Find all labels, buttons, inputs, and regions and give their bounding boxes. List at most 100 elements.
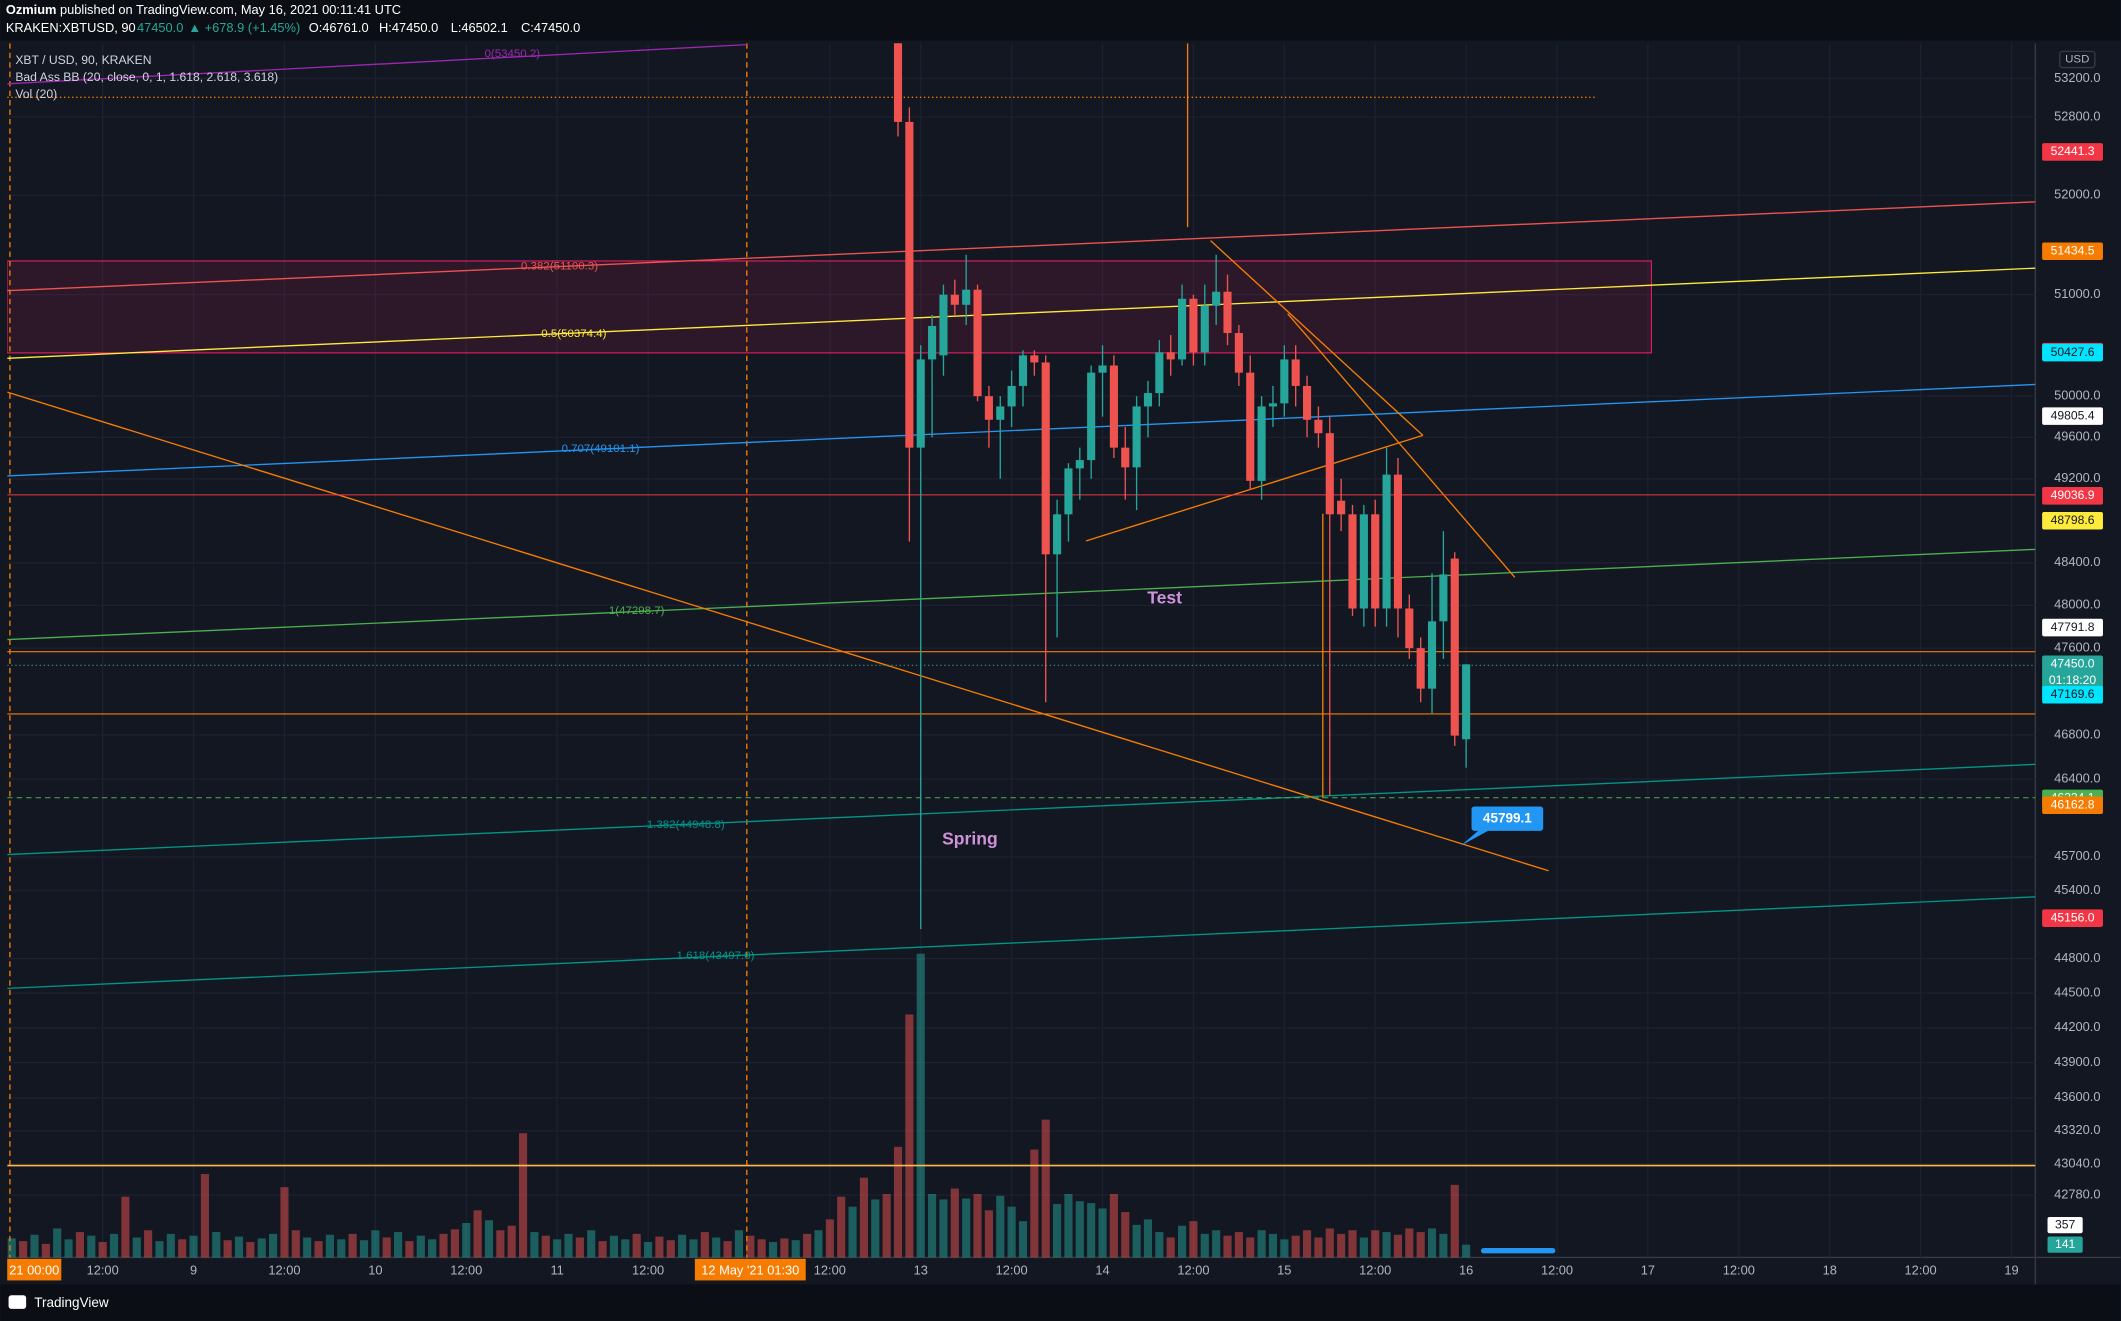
fib-label: 1(47298.7) xyxy=(609,605,665,617)
candle-body xyxy=(1462,664,1471,740)
time-badge xyxy=(7,1258,62,1281)
volume-bar xyxy=(746,1235,755,1258)
volume-bar xyxy=(291,1230,300,1258)
volume-bar xyxy=(916,953,925,1258)
candle-body xyxy=(1098,365,1107,373)
published: published on TradingView.com, May 16, 20… xyxy=(60,2,401,17)
ohlc-low: L:46502.1 xyxy=(451,20,508,35)
candle-body xyxy=(1291,359,1300,386)
x-tick-label: 13 xyxy=(914,1262,928,1277)
candle-body xyxy=(1450,558,1459,736)
candle-body xyxy=(1280,359,1289,404)
price-badge-label: 45156.0 xyxy=(2051,910,2095,924)
volume-bar xyxy=(666,1240,675,1258)
volume-bar xyxy=(484,1220,494,1258)
volume-bar xyxy=(1200,1233,1209,1258)
volume-bar xyxy=(1053,1203,1062,1258)
volume-bar xyxy=(712,1237,721,1258)
price-badge xyxy=(2042,143,2103,161)
candle-body xyxy=(1087,372,1096,461)
volume-bar xyxy=(837,1196,846,1258)
volume-bar xyxy=(1121,1212,1130,1258)
symbol: KRAKEN:XBTUSD, 90 xyxy=(6,20,136,35)
author: Ozmium xyxy=(6,2,57,17)
fib-line xyxy=(7,267,2036,359)
zone xyxy=(7,260,1652,354)
volume-bar xyxy=(314,1241,323,1258)
price-badge xyxy=(2042,511,2103,530)
x-tick-label: 16 xyxy=(1459,1262,1473,1277)
last-price: 47450.0 xyxy=(137,20,183,35)
volume-bar xyxy=(462,1222,471,1258)
volume-bar xyxy=(1109,1193,1118,1258)
price-badge-label: 49036.9 xyxy=(2051,488,2095,502)
candle-body xyxy=(1393,474,1403,609)
candle-body xyxy=(905,121,914,448)
price-badge xyxy=(2042,796,2103,814)
x-tick-label: 12:00 xyxy=(87,1262,119,1277)
volume-bar xyxy=(950,1188,959,1258)
volume-bar xyxy=(1030,1149,1039,1258)
volume-bar xyxy=(1439,1233,1448,1258)
y-tick-label: 48000.0 xyxy=(2054,597,2100,612)
candle-body xyxy=(1041,362,1050,555)
volume-bar xyxy=(1155,1232,1164,1258)
volume-bar xyxy=(1075,1201,1084,1258)
price-badge-label: 48798.6 xyxy=(2051,513,2095,527)
candle-body xyxy=(1200,305,1209,353)
candles xyxy=(893,43,1471,930)
volume-bar xyxy=(507,1225,516,1258)
price-badge xyxy=(2042,407,2103,425)
volume-bar xyxy=(643,1242,653,1258)
volume-bar xyxy=(405,1241,414,1258)
time-badge-label: 12 May '21 01:30 xyxy=(701,1262,799,1277)
volume-bar xyxy=(1280,1239,1289,1258)
volume-pane xyxy=(7,953,1471,1258)
volume-bar xyxy=(553,1239,562,1258)
trend-line xyxy=(1287,313,1516,578)
y-tick-label: 44200.0 xyxy=(2054,1019,2100,1034)
candle-body xyxy=(1121,447,1130,468)
y-tick-label: 53200.0 xyxy=(2054,70,2100,85)
volume-bar xyxy=(871,1199,880,1258)
volume-bar xyxy=(1098,1208,1107,1258)
volume-bar xyxy=(1325,1228,1334,1258)
volume-bar xyxy=(1007,1206,1016,1258)
x-tick-label: 14 xyxy=(1095,1262,1109,1277)
candle-body xyxy=(1359,514,1368,609)
time-badge-label: 21 00:00 xyxy=(9,1262,59,1277)
y-tick-label: 46400.0 xyxy=(2054,770,2100,785)
x-tick-label: 12:00 xyxy=(814,1262,846,1277)
candle-body xyxy=(1257,406,1266,481)
candle-body xyxy=(1064,468,1073,515)
volume-badge-label: 357 xyxy=(2055,1217,2076,1231)
volume-bar xyxy=(621,1239,630,1258)
volume-bar xyxy=(1302,1230,1312,1258)
volume-bar xyxy=(519,1133,528,1258)
volume-bar xyxy=(780,1238,789,1258)
candle-body xyxy=(1234,333,1243,373)
fib-label: 0.5(50374.4) xyxy=(541,328,606,340)
time-badge xyxy=(694,1258,806,1281)
fib-label: 1.382(44948.8) xyxy=(647,819,725,831)
volume-bar xyxy=(768,1242,778,1258)
volume-bar xyxy=(1337,1233,1346,1258)
volume-bar xyxy=(1450,1184,1459,1258)
volume-bar xyxy=(1166,1237,1175,1258)
x-tick-label: 12:00 xyxy=(1359,1262,1391,1277)
x-tick-label: 12:00 xyxy=(450,1262,482,1277)
volume-bar xyxy=(598,1241,607,1258)
volume-bar xyxy=(1348,1230,1357,1258)
volume-bar xyxy=(269,1233,278,1258)
y-tick-label: 44800.0 xyxy=(2054,950,2100,965)
y-tick-label: 48400.0 xyxy=(2054,554,2100,569)
volume-bar xyxy=(19,1241,28,1258)
price-badge-label: 52441.3 xyxy=(2051,144,2095,158)
volume-bar xyxy=(1291,1235,1300,1258)
volume-bar xyxy=(109,1233,119,1258)
price-badge xyxy=(2042,655,2103,691)
grid xyxy=(7,43,2036,1258)
candle-body xyxy=(1155,352,1164,394)
volume-bar xyxy=(848,1206,857,1258)
